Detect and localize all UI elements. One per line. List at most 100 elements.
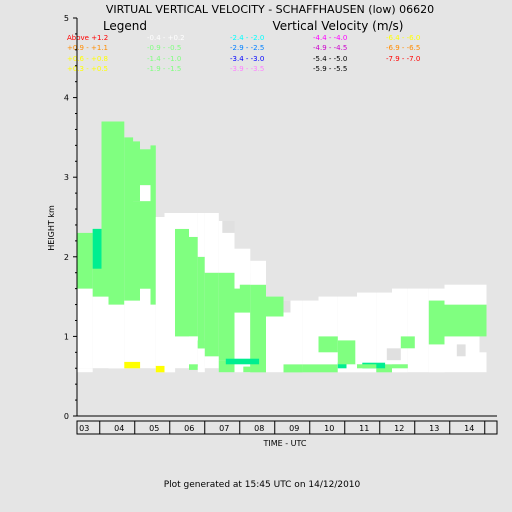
data-cell [444, 304, 480, 337]
data-cell [140, 149, 151, 186]
data-cell [337, 364, 357, 373]
data-cell [392, 364, 408, 369]
data-cell [204, 213, 219, 273]
plot-cells [77, 121, 487, 373]
legend-entry: -2.4 - -2.0 [230, 34, 264, 42]
data-cell [155, 365, 165, 373]
data-cell [189, 364, 198, 370]
data-cell [318, 336, 338, 353]
data-cell [124, 361, 141, 369]
data-cell [225, 358, 260, 365]
data-cell [77, 232, 93, 289]
data-cell [189, 213, 198, 237]
y-axis-title: HEIGHT km [47, 205, 56, 251]
data-cell [175, 228, 189, 337]
data-cell [428, 288, 445, 301]
data-cell [101, 296, 109, 369]
data-cell [133, 141, 140, 202]
legend-entry: Above +1.2 [67, 34, 108, 42]
legend-entry: -1.9 - -1.5 [147, 65, 181, 73]
data-cell [479, 304, 487, 337]
data-cell [376, 292, 393, 365]
data-cell [189, 236, 198, 337]
data-cell [197, 348, 205, 369]
data-cell [479, 284, 487, 305]
legend: Above +1.2 +0.9 - +1.1 +0.6 - +0.8 +0.3 - +… [67, 34, 420, 73]
data-cell [250, 366, 266, 373]
data-cell [302, 300, 319, 365]
legend-entry: -5.4 - -5.0 [313, 55, 347, 63]
data-cell [204, 272, 219, 357]
data-cell [234, 268, 240, 289]
legend-entry: -3.9 - -3.5 [230, 65, 264, 73]
data-cell [283, 300, 291, 313]
data-cell [283, 300, 303, 365]
data-cell [101, 121, 109, 297]
data-cell [337, 362, 347, 369]
data-cell [222, 221, 235, 233]
data-cell [164, 213, 175, 373]
data-cell [92, 296, 102, 369]
x-tick-label: 13 [429, 424, 439, 433]
data-cell [357, 292, 377, 365]
data-cell [234, 284, 251, 313]
legend-entry: -0.4 - +0.2 [147, 34, 185, 42]
data-cell [407, 288, 429, 373]
x-tick-label: 08 [254, 424, 264, 433]
data-cell [189, 336, 198, 369]
legend-entry: -4.9 - -4.5 [313, 44, 347, 52]
legend-entry: -5.9 - -5.5 [313, 65, 347, 73]
data-cell [218, 221, 235, 273]
x-tick-label: 14 [464, 424, 474, 433]
y-tick-label: 4 [64, 94, 69, 103]
data-cell [197, 256, 205, 349]
x-tick-label: 07 [219, 424, 229, 433]
data-cell [124, 137, 134, 301]
data-cell [92, 228, 102, 269]
data-cell [218, 360, 235, 373]
data-cell [234, 312, 251, 373]
data-cell [124, 300, 134, 369]
data-cell [250, 320, 266, 373]
data-cell [357, 364, 377, 369]
y-tick-label: 0 [64, 412, 69, 421]
data-cell [444, 284, 480, 305]
chart-title: VIRTUAL VERTICAL VELOCITY - SCHAFFHAUSEN… [106, 3, 434, 16]
data-cell [318, 364, 338, 373]
x-tick-label: 04 [114, 424, 124, 433]
x-tick-label: 11 [359, 424, 369, 433]
data-cell [337, 340, 356, 365]
legend-entry: -2.9 - -2.5 [230, 44, 264, 52]
data-cell [218, 272, 235, 361]
legend-entry: -6.9 - -6.5 [386, 44, 420, 52]
x-tick-label: 09 [289, 424, 299, 433]
data-cell [456, 344, 466, 357]
x-tick-label: 12 [394, 424, 404, 433]
x-tick-label: 05 [149, 424, 159, 433]
data-cell [197, 213, 205, 257]
data-cell [77, 288, 93, 369]
legend-entry: +0.6 - +0.8 [67, 55, 108, 63]
data-cell [234, 248, 251, 273]
legend-title: Legend [103, 19, 147, 33]
data-cell [428, 344, 445, 373]
y-tick-label: 5 [64, 14, 69, 23]
data-cell [250, 284, 266, 321]
legend-entry: -7.9 - -7.0 [386, 55, 420, 63]
data-cell [150, 145, 156, 305]
data-cell [318, 296, 338, 365]
x-tick-label: 10 [324, 424, 334, 433]
data-cell [108, 304, 125, 369]
data-cell [175, 336, 189, 369]
legend-entry: +0.9 - +1.1 [67, 44, 108, 52]
data-cell [108, 121, 125, 305]
data-cell [243, 366, 251, 373]
data-cell [266, 296, 284, 317]
legend-entry: -6.4 - -6.0 [386, 34, 420, 42]
data-cell [428, 300, 445, 345]
data-cell [400, 336, 415, 349]
data-cell [479, 352, 487, 373]
x-tick-label: 03 [79, 424, 89, 433]
y-tick-label: 2 [64, 253, 69, 262]
legend-entry: +0.3 - +0.5 [67, 65, 108, 73]
